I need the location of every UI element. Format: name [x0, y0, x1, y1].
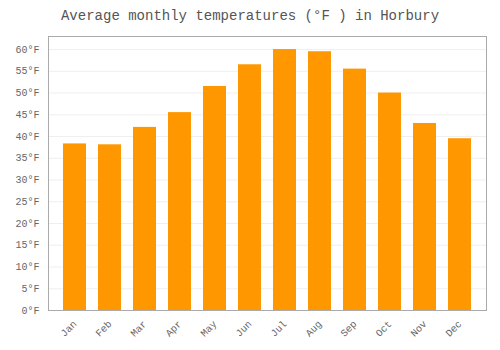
- svg-text:5°F: 5°F: [21, 284, 39, 295]
- html-text:Average monthly temperatures (: Average monthly temperatures (°F ) in Ho…: [61, 8, 439, 24]
- svg-text:25°F: 25°F: [15, 197, 39, 208]
- svg-text:20°F: 20°F: [15, 219, 39, 230]
- svg-text:Sep: Sep: [339, 319, 360, 340]
- svg-text:45°F: 45°F: [15, 110, 39, 121]
- svg-text:50°F: 50°F: [15, 88, 39, 99]
- svg-text:Mar: Mar: [129, 319, 150, 340]
- svg-text:Jul: Jul: [269, 319, 290, 340]
- svg-text:Jun: Jun: [234, 319, 255, 340]
- svg-text:10°F: 10°F: [15, 262, 39, 273]
- svg-text:Jan: Jan: [59, 319, 80, 340]
- svg-text:55°F: 55°F: [15, 66, 39, 77]
- svg-text:0°F: 0°F: [21, 306, 39, 317]
- svg-text:Aug: Aug: [304, 319, 325, 340]
- svg-text:Feb: Feb: [94, 319, 115, 340]
- svg-text:Dec: Dec: [444, 319, 465, 340]
- svg-text:30°F: 30°F: [15, 175, 39, 186]
- svg-text:Nov: Nov: [409, 319, 430, 340]
- svg-text:May: May: [199, 319, 220, 340]
- svg-text:15°F: 15°F: [15, 240, 39, 251]
- svg-text:40°F: 40°F: [15, 132, 39, 143]
- svg-text:Apr: Apr: [164, 319, 185, 340]
- svg-text:35°F: 35°F: [15, 153, 39, 164]
- svg-text:60°F: 60°F: [15, 45, 39, 56]
- svg-text:Oct: Oct: [374, 319, 395, 340]
